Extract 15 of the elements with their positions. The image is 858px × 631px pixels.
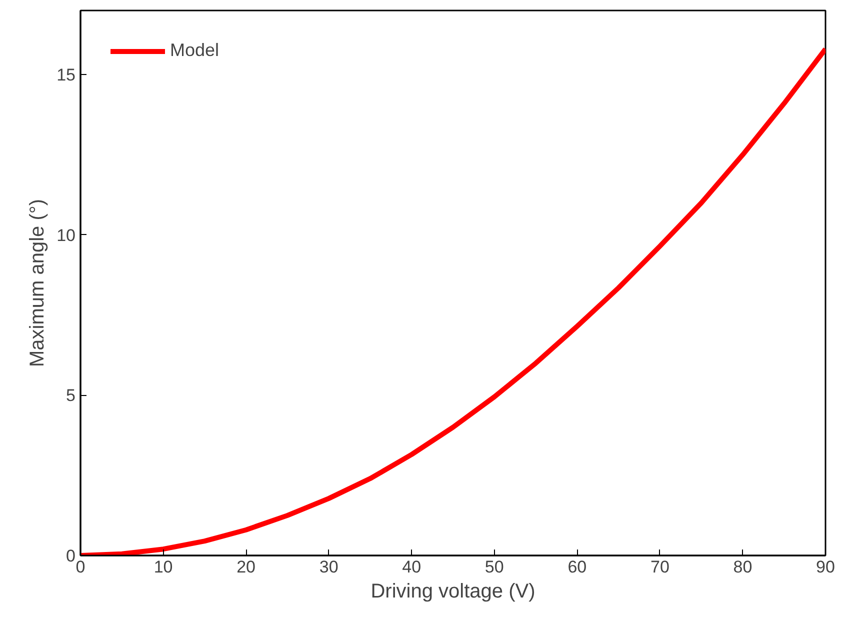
y-axis-title: Maximum angle (°): [26, 198, 49, 368]
x-tick-label: 50: [484, 558, 504, 576]
x-tick-label: 80: [733, 558, 752, 576]
x-tick-label: 60: [568, 558, 587, 576]
x-tick-label: 30: [319, 558, 338, 576]
x-tick-label: 70: [650, 558, 670, 576]
x-tick-label: 40: [402, 558, 422, 576]
x-axis-title: Driving voltage (V): [370, 580, 536, 602]
x-tick-label: 20: [236, 558, 256, 576]
y-tick-label: 5: [66, 386, 76, 406]
x-tick-label: 90: [816, 558, 835, 576]
x-tick-label: 10: [154, 558, 173, 576]
y-tick-label: 10: [56, 226, 76, 245]
y-tick-label: 15: [56, 66, 76, 85]
legend-label: Model: [170, 40, 220, 61]
